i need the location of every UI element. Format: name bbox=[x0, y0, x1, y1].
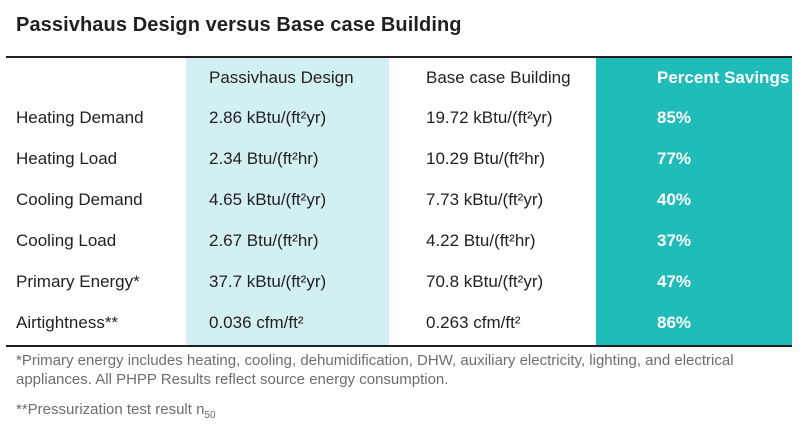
passivhaus-column-highlight bbox=[186, 58, 389, 345]
savings-value: 40% bbox=[657, 189, 692, 209]
row-label: Heating Load bbox=[16, 148, 118, 168]
footnote-pressurization-text: **Pressurization test result n bbox=[16, 401, 205, 418]
base-case-value: 10.29 Btu/(ft²hr) bbox=[426, 148, 546, 168]
savings-value: 47% bbox=[657, 271, 692, 291]
row-label: Airtightness** bbox=[16, 312, 119, 332]
base-case-value: 70.8 kBtu/(ft²yr) bbox=[426, 271, 544, 291]
bottom-rule bbox=[6, 345, 792, 347]
header-base-case: Base case Building bbox=[426, 67, 571, 87]
row-label: Primary Energy* bbox=[16, 271, 140, 291]
table-row: Airtightness** 0.036 cfm/ft² 0.263 cfm/ft²… bbox=[6, 302, 800, 343]
table-row: Heating Demand 2.86 kBtu/(ft²yr) 19.72 kBt… bbox=[6, 97, 800, 138]
header-passivhaus: Passivhaus Design bbox=[209, 67, 354, 87]
passivhaus-value: 37.7 kBtu/(ft²yr) bbox=[209, 271, 327, 291]
base-case-value: 19.72 kBtu/(ft²yr) bbox=[426, 107, 553, 127]
footnote-primary-energy: *Primary energy includes heating, coolin… bbox=[16, 352, 734, 388]
table-title: Passivhaus Design versus Base case Build… bbox=[16, 14, 462, 36]
row-label: Cooling Demand bbox=[16, 189, 143, 209]
base-case-value: 7.73 kBtu/(ft²yr) bbox=[426, 189, 544, 209]
passivhaus-value: 2.67 Btu/(ft²hr) bbox=[209, 230, 319, 250]
passivhaus-value: 4.65 kBtu/(ft²yr) bbox=[209, 189, 327, 209]
savings-value: 37% bbox=[657, 230, 692, 250]
table-row: Primary Energy* 37.7 kBtu/(ft²yr) 70.8 kBt… bbox=[6, 261, 800, 302]
savings-value: 85% bbox=[657, 107, 692, 127]
savings-value: 77% bbox=[657, 148, 692, 168]
passivhaus-value: 2.86 kBtu/(ft²yr) bbox=[209, 107, 327, 127]
footnote-pressurization: **Pressurization test result n50 bbox=[16, 400, 216, 425]
table-row: Cooling Demand 4.65 kBtu/(ft²yr) 7.73 kBtu… bbox=[6, 179, 800, 220]
base-case-value: 4.22 Btu/(ft²hr) bbox=[426, 230, 536, 250]
row-label: Heating Demand bbox=[16, 107, 144, 127]
passivhaus-value: 0.036 cfm/ft² bbox=[209, 312, 304, 332]
header-empty bbox=[6, 58, 196, 97]
savings-value: 86% bbox=[657, 312, 692, 332]
row-label: Cooling Load bbox=[16, 230, 117, 250]
header-percent-savings: Percent Savings bbox=[657, 67, 790, 87]
base-case-value: 0.263 cfm/ft² bbox=[426, 312, 521, 332]
top-rule bbox=[6, 56, 792, 58]
comparison-table: Passivhaus Design Base case Building Per… bbox=[6, 58, 800, 343]
footnote-pressurization-subscript: 50 bbox=[204, 410, 216, 421]
header-row: Passivhaus Design Base case Building Per… bbox=[6, 58, 800, 97]
savings-column-highlight bbox=[596, 58, 792, 345]
table-row: Heating Load 2.34 Btu/(ft²hr) 10.29 Btu/(f… bbox=[6, 138, 800, 179]
table-row: Cooling Load 2.67 Btu/(ft²hr) 4.22 Btu/(ft… bbox=[6, 220, 800, 261]
passivhaus-value: 2.34 Btu/(ft²hr) bbox=[209, 148, 319, 168]
